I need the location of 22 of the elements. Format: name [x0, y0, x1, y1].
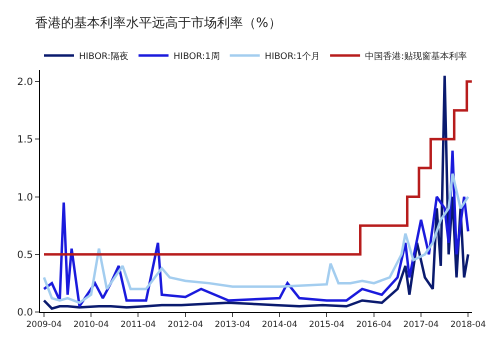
- x-tick-label: 2011-04: [120, 320, 156, 330]
- y-tick-label: 1.0: [17, 192, 33, 204]
- y-tick-label: 0.0: [17, 308, 33, 318]
- x-tick-label: 2017-04: [403, 320, 439, 330]
- x-tick-label: 2010-04: [73, 320, 109, 330]
- legend-label: HIBOR:1周: [174, 51, 220, 62]
- y-tick-label: 0.5: [17, 250, 33, 261]
- y-tick-label: 2.0: [17, 77, 33, 88]
- x-tick-label: 2018-04: [450, 320, 486, 330]
- line-series: [42, 172, 470, 304]
- legend-label: HIBOR:隔夜: [79, 51, 129, 62]
- line-series: [42, 149, 470, 308]
- y-tick-label: 1.5: [17, 134, 33, 146]
- x-tick-label: 2016-04: [356, 320, 392, 330]
- legend-label: HIBOR:1个月: [264, 51, 320, 62]
- x-tick-label: 2013-04: [214, 320, 250, 330]
- x-tick-label: 2014-04: [262, 320, 298, 330]
- x-tick-label: 2009-04: [26, 320, 62, 330]
- legend-label: 中国香港:贴现窗基本利率: [365, 51, 468, 62]
- x-tick-label: 2012-04: [168, 320, 204, 330]
- x-tick-label: 2015-04: [308, 320, 344, 330]
- chart-title: 香港的基本利率水平远高于市场利率（%）: [35, 15, 282, 32]
